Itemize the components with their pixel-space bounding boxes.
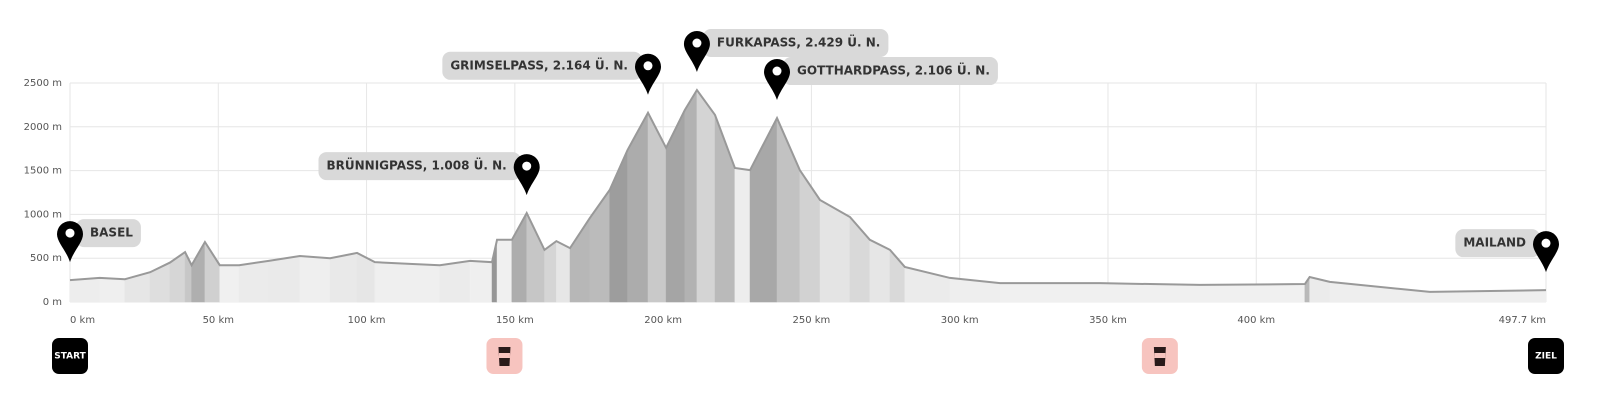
start-badge-box: [52, 338, 88, 374]
gradient-band: [169, 251, 186, 303]
y-tick-label: 1500 m: [24, 166, 62, 177]
gradient-band: [409, 263, 441, 303]
gradient-band: [696, 89, 716, 303]
x-tick-label: 0 km: [70, 315, 95, 326]
x-tick-label: 50 km: [203, 315, 234, 326]
marker-pin: [513, 154, 540, 196]
marker-label-bg: [318, 152, 521, 181]
location-marker: GOTTHARDPASS, 2.106 Ü. N.: [764, 57, 998, 101]
x-tick-label: 200 km: [644, 315, 682, 326]
elevation-line: [69, 88, 1547, 293]
y-tick-label: 1000 m: [24, 209, 62, 220]
marker-pin: [1533, 231, 1559, 273]
gradient-band: [1099, 282, 1201, 303]
cup-band: [1154, 353, 1166, 358]
marker-pin: [683, 31, 710, 73]
gradient-band: [665, 110, 686, 303]
marker-dot: [643, 61, 653, 71]
start-badge: START: [52, 338, 88, 374]
gradient-band: [219, 264, 240, 303]
y-tick-label: 0 m: [43, 297, 62, 308]
finish-badge: ZIEL: [1528, 338, 1564, 374]
marker-label: BRÜNNIGPASS, 1.008 Ü. N.: [326, 158, 506, 173]
x-tick-label: 497.7 km: [1499, 315, 1546, 326]
marker-dot: [522, 161, 532, 171]
marker-pin: [635, 53, 662, 95]
gradient-band: [469, 260, 493, 303]
finish-badge-box: [1528, 338, 1564, 374]
marker-label: MAILAND: [1463, 236, 1526, 250]
x-tick-label: 150 km: [496, 315, 534, 326]
location-marker: BASEL: [57, 219, 141, 263]
x-tick-label: 100 km: [348, 315, 386, 326]
marker-dot: [772, 66, 782, 76]
gradient-band: [556, 240, 571, 303]
location-marker: MAILAND: [1455, 229, 1559, 273]
marker-label-bg: [702, 29, 889, 58]
gradient-band: [1199, 283, 1306, 303]
x-tick-label: 350 km: [1089, 315, 1127, 326]
marker-label: FURKAPASS, 2.429 Ü. N.: [717, 35, 880, 50]
location-marker: FURKAPASS, 2.429 Ü. N.: [683, 29, 889, 73]
location-marker: BRÜNNIGPASS, 1.008 Ü. N.: [318, 152, 540, 196]
aid-station: [486, 338, 523, 374]
x-tick-label: 400 km: [1237, 315, 1275, 326]
gradient-band: [496, 239, 513, 303]
gradient-band: [684, 89, 698, 303]
gradient-band: [99, 277, 126, 303]
start-label: START: [54, 352, 86, 362]
marker-pin: [764, 59, 791, 101]
marker-label: GRIMSELPASS, 2.164 Ü. N.: [450, 57, 628, 72]
gradient-band: [299, 255, 331, 303]
gradient-band: [238, 260, 269, 303]
aid-station: [1141, 338, 1178, 374]
gradient-band: [609, 149, 628, 303]
finish-label: ZIEL: [1535, 352, 1557, 362]
marker-dot: [692, 38, 702, 48]
marker-label: BASEL: [90, 226, 133, 240]
marker-label-bg: [1455, 229, 1540, 258]
marker-pin: [57, 221, 83, 263]
gradient-band: [204, 241, 221, 303]
gradient-band: [329, 252, 358, 303]
marker-label-bg: [76, 219, 141, 248]
gradient-band: [69, 277, 100, 303]
marker-dot: [1541, 238, 1551, 248]
y-tick-label: 2500 m: [24, 78, 62, 89]
gradient-band: [1329, 281, 1430, 303]
gradient-band: [999, 282, 1101, 303]
x-tick-label: 300 km: [941, 315, 979, 326]
y-tick-label: 500 m: [30, 253, 62, 264]
location-marker: GRIMSELPASS, 2.164 Ü. N.: [442, 51, 662, 95]
gradient-band: [799, 169, 821, 303]
gradient-band: [268, 255, 301, 303]
marker-label-bg: [442, 51, 643, 80]
gradient-band: [569, 217, 591, 303]
gradient-band: [374, 261, 411, 303]
gradient-band: [191, 241, 206, 303]
y-tick-label: 2000 m: [24, 122, 62, 133]
marker-label: GOTTHARDPASS, 2.106 Ü. N.: [797, 63, 990, 78]
gradient-band: [544, 240, 557, 303]
gradient-band: [734, 167, 751, 303]
gradient-band: [627, 112, 649, 303]
gradient-band: [589, 189, 610, 303]
gradient-band: [526, 212, 545, 303]
marker-label-bg: [783, 57, 998, 86]
x-tick-label: 250 km: [793, 315, 831, 326]
gradient-band: [439, 260, 471, 303]
marker-dot: [65, 228, 75, 238]
cup-band: [498, 353, 510, 358]
